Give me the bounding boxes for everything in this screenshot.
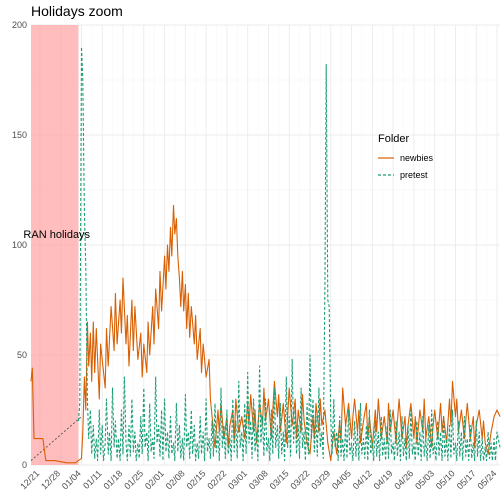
x-axis: 12/2112/2801/0401/1101/1801/2502/0102/08… (18, 468, 498, 491)
x-tick-label: 02/08 (164, 468, 187, 491)
legend-label-newbies: newbies (400, 153, 434, 163)
x-tick-label: 05/10 (434, 468, 457, 491)
x-tick-label: 04/05 (330, 468, 353, 491)
series-lines (30, 46, 501, 464)
x-tick-label: 04/12 (351, 468, 374, 491)
series-line-pretest (77, 46, 501, 462)
y-tick-label: 200 (12, 20, 27, 30)
legend: Folder newbies pretest (378, 133, 434, 180)
x-tick-label: 12/28 (39, 468, 62, 491)
x-tick-label: 05/17 (455, 468, 478, 491)
chart-title: Holidays zoom (31, 3, 123, 19)
y-tick-label: 50 (17, 350, 27, 360)
series-line-newbies (30, 204, 501, 464)
x-tick-label: 12/21 (18, 468, 41, 491)
holiday-label: RAN holidays (23, 229, 90, 241)
x-tick-label: 01/18 (101, 468, 124, 491)
x-tick-label: 02/22 (205, 468, 228, 491)
x-tick-label: 03/15 (268, 468, 291, 491)
x-tick-label: 02/01 (143, 468, 166, 491)
x-tick-label: 01/25 (122, 468, 145, 491)
y-tick-label: 0 (22, 460, 27, 470)
x-tick-label: 05/24 (475, 468, 498, 491)
trend-line (30, 416, 82, 462)
x-tick-label: 03/22 (288, 468, 311, 491)
x-tick-label: 04/26 (392, 468, 415, 491)
x-tick-label: 01/04 (60, 468, 83, 491)
x-tick-label: 04/19 (372, 468, 395, 491)
x-tick-label: 01/11 (81, 468, 104, 491)
y-tick-label: 100 (12, 240, 27, 250)
holiday-region (30, 25, 82, 465)
y-axis: 0 50 100 150 200 (12, 20, 27, 470)
x-tick-label: 03/29 (309, 468, 332, 491)
legend-label-pretest: pretest (400, 170, 428, 180)
y-tick-label: 150 (12, 130, 27, 140)
legend-title: Folder (378, 133, 410, 145)
x-tick-label: 03/01 (226, 468, 249, 491)
x-tick-label: 02/15 (185, 468, 208, 491)
x-tick-label: 03/08 (247, 468, 270, 491)
holiday-shaded-band (31, 25, 79, 465)
x-tick-label: 05/03 (413, 468, 436, 491)
